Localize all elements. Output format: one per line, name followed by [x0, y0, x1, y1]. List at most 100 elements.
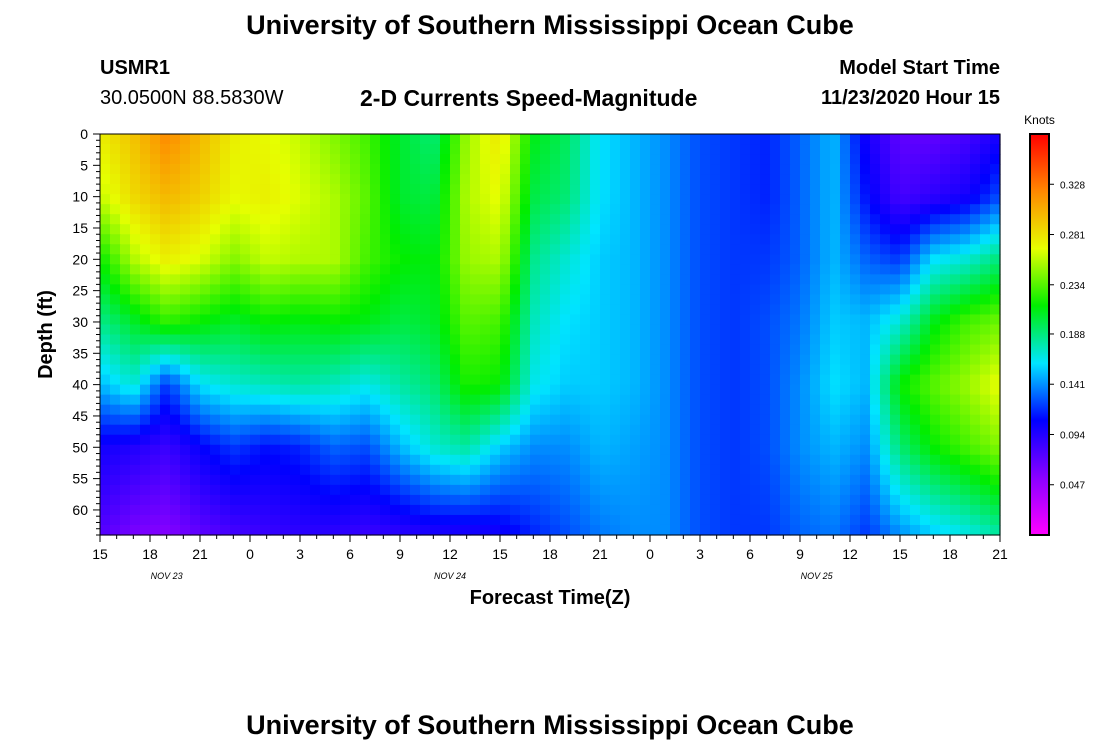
heatmap-cell [250, 384, 261, 396]
heatmap-cell [450, 484, 461, 496]
heatmap-cell [440, 514, 451, 526]
heatmap-cell [940, 454, 951, 466]
heatmap-cell [710, 294, 721, 306]
heatmap-cell [650, 224, 661, 235]
heatmap-cell [160, 374, 171, 386]
heatmap-cell [230, 264, 241, 275]
heatmap-cell [760, 244, 771, 255]
heatmap-cell [710, 524, 721, 536]
heatmap-cell [130, 184, 141, 195]
heatmap-cell [170, 184, 181, 195]
heatmap-cell [470, 354, 481, 366]
heatmap-cell [140, 394, 151, 406]
heatmap-cell [150, 294, 161, 306]
heatmap-cell [200, 174, 211, 185]
heatmap-cell [330, 264, 341, 275]
heatmap-cell [300, 384, 311, 396]
heatmap-cell [730, 194, 741, 205]
heatmap-cell [680, 174, 691, 185]
heatmap-cell [990, 324, 1001, 336]
heatmap-cell [820, 494, 831, 506]
heatmap-cell [480, 264, 491, 275]
heatmap-cell [720, 164, 731, 175]
heatmap-cell [740, 474, 751, 486]
heatmap-cell [760, 424, 771, 436]
heatmap-cell [410, 254, 421, 265]
heatmap-cell [400, 214, 411, 225]
heatmap-cell [800, 304, 811, 316]
heatmap-cell [680, 184, 691, 195]
heatmap-cell [620, 324, 631, 336]
heatmap-cell [160, 484, 171, 496]
heatmap-cell [610, 294, 621, 306]
heatmap-cell [190, 324, 201, 336]
heatmap-cell [660, 154, 671, 165]
heatmap-cell [840, 244, 851, 255]
heatmap-cell [770, 394, 781, 406]
heatmap-cell [900, 134, 911, 145]
heatmap-cell [550, 174, 561, 185]
heatmap-cell [210, 464, 221, 476]
heatmap-cell [550, 324, 561, 336]
heatmap-cell [600, 254, 611, 265]
heatmap-cell [920, 464, 931, 476]
heatmap-cell [800, 344, 811, 356]
heatmap-cell [570, 294, 581, 306]
heatmap-cell [450, 414, 461, 426]
heatmap-cell [330, 374, 341, 386]
heatmap-cell [100, 234, 111, 245]
heatmap-cell [860, 234, 871, 245]
heatmap-cell [210, 174, 221, 185]
heatmap-cell [780, 284, 791, 295]
heatmap-cell [840, 344, 851, 356]
heatmap-cell [660, 424, 671, 436]
heatmap-cell [920, 484, 931, 496]
heatmap-cell [490, 354, 501, 366]
heatmap-cell [270, 224, 281, 235]
heatmap-cell [110, 444, 121, 456]
heatmap-cell [600, 344, 611, 356]
heatmap-cell [390, 324, 401, 336]
heatmap-cell [670, 214, 681, 225]
heatmap-cell [340, 494, 351, 506]
heatmap-cell [650, 134, 661, 145]
heatmap-cell [680, 394, 691, 406]
heatmap-cell [410, 404, 421, 416]
heatmap-cell [620, 284, 631, 295]
heatmap-cell [650, 304, 661, 316]
heatmap-cell [390, 294, 401, 306]
heatmap-cell [110, 204, 121, 215]
heatmap-cell [820, 394, 831, 406]
heatmap-cell [460, 474, 471, 486]
heatmap-cell [380, 314, 391, 326]
heatmap-cell [900, 294, 911, 306]
heatmap-cell [890, 474, 901, 486]
heatmap-cell [510, 214, 521, 225]
heatmap-cell [370, 214, 381, 225]
heatmap-cell [440, 134, 451, 145]
heatmap-cell [680, 444, 691, 456]
heatmap-cell [880, 504, 891, 516]
heatmap-cell [720, 444, 731, 456]
heatmap-cell [770, 494, 781, 506]
heatmap-cell [950, 344, 961, 356]
heatmap-cell [140, 274, 151, 285]
heatmap-cell [840, 194, 851, 205]
heatmap-cell [700, 244, 711, 255]
heatmap-cell [210, 164, 221, 175]
heatmap-cell [750, 514, 761, 526]
heatmap-cell [940, 504, 951, 516]
heatmap-cell [780, 144, 791, 155]
heatmap-cell [310, 144, 321, 155]
heatmap-cell [490, 274, 501, 285]
heatmap-cell [170, 514, 181, 526]
heatmap-cell [770, 254, 781, 265]
heatmap-cell [330, 364, 341, 376]
heatmap-cell [380, 174, 391, 185]
heatmap-cell [750, 414, 761, 426]
heatmap-cell [560, 324, 571, 336]
heatmap-cell [650, 414, 661, 426]
heatmap-cell [370, 524, 381, 536]
heatmap-cell [950, 464, 961, 476]
heatmap-cell [590, 394, 601, 406]
